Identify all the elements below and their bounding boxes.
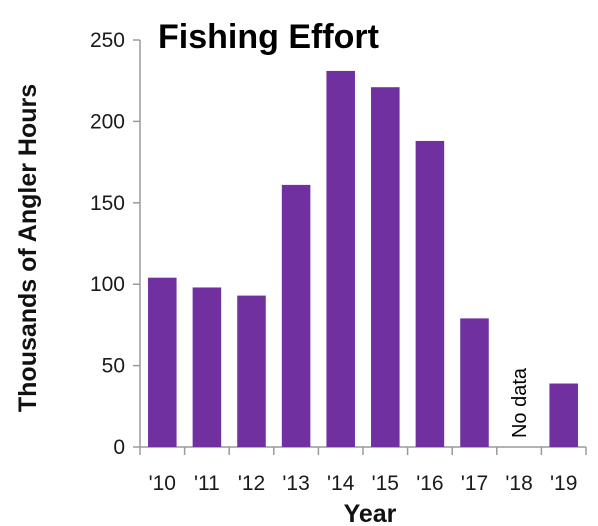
x-axis: '10 '11 '12 '13 '14 '15 '16 '17 '18 '19	[139, 446, 587, 495]
x-tick-label: '13	[282, 472, 309, 495]
x-tick-label: '10	[149, 472, 176, 495]
bar-series	[148, 70, 578, 448]
bar-13	[281, 184, 311, 447]
chart-title: Fishing Effort	[158, 18, 379, 56]
x-tick-label: '11	[194, 472, 220, 495]
x-tick-label: '19	[550, 472, 577, 495]
x-axis-title: Year	[344, 500, 397, 526]
y-tick-label: 0	[113, 436, 125, 459]
bar-11	[192, 287, 222, 447]
bar-17	[460, 318, 489, 447]
y-axis: 0 50 100 150 200 250	[90, 29, 141, 459]
x-tick-label: '17	[461, 472, 488, 495]
bar-19	[549, 383, 578, 447]
y-tick-label: 50	[102, 355, 125, 378]
bar-15	[371, 87, 400, 448]
x-tick-label: '14	[327, 472, 355, 495]
y-tick-label: 200	[90, 110, 125, 133]
y-axis-title: Thousands of Angler Hours	[14, 84, 42, 412]
x-tick-label: '16	[416, 472, 443, 495]
x-tick-label: '15	[372, 472, 399, 495]
y-tick-label: 100	[90, 273, 125, 296]
y-tick-label: 150	[90, 192, 125, 215]
bar-10	[148, 277, 177, 447]
annotations: No data	[509, 367, 531, 438]
no-data-annotation: No data	[509, 367, 531, 438]
x-tick-label: '18	[505, 472, 532, 495]
bar-14	[326, 70, 355, 448]
bar-16	[415, 140, 445, 447]
x-tick-label: '12	[238, 472, 265, 495]
y-tick-label: 250	[90, 29, 125, 52]
bar-12	[237, 295, 266, 447]
